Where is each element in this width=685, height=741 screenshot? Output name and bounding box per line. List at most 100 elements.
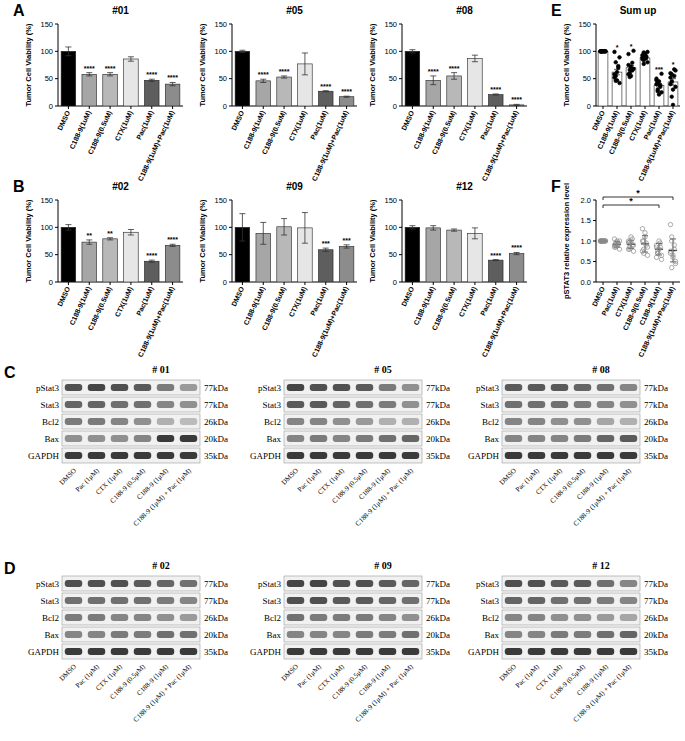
blot-band — [310, 648, 327, 655]
blot-band — [620, 648, 637, 655]
blot-band — [88, 648, 105, 655]
x-tick-label: CTX(1uM) — [288, 109, 309, 142]
error-bar — [65, 225, 71, 230]
blot-size-label: 35kDa — [204, 647, 228, 657]
blot-band — [180, 648, 197, 655]
data-point — [613, 76, 617, 80]
blot-row-label: Bax — [485, 630, 500, 640]
x-tick-label: DMSO — [400, 285, 415, 307]
western-blot: # 09pStat377kDaStat377kDaBcl226kDaBax20k… — [250, 560, 450, 724]
error-cap — [472, 55, 478, 56]
blot-row-label: Stat3 — [262, 596, 281, 606]
blot-band — [574, 401, 591, 408]
bar — [626, 68, 636, 106]
blot-row-label: GAPDH — [250, 451, 282, 461]
blot-band — [356, 614, 373, 621]
blot-row-label: pStat3 — [476, 383, 500, 393]
blot-band — [310, 418, 327, 425]
blot-row-label: pStat3 — [258, 383, 282, 393]
blot-band — [180, 631, 197, 638]
blot-row-label: Bax — [267, 630, 282, 640]
blot-band — [620, 631, 637, 638]
blot-band — [551, 435, 568, 442]
blot-band — [88, 580, 105, 587]
blot-band — [65, 580, 82, 587]
x-tick — [110, 106, 111, 109]
data-point — [628, 240, 632, 244]
y-tick-label: 150 — [40, 196, 53, 205]
x-axis — [596, 106, 680, 107]
error-bar — [128, 230, 134, 235]
blot-row-label: Bcl2 — [482, 613, 499, 623]
blot-strip — [502, 576, 640, 591]
y-tick — [229, 106, 232, 107]
error-stem — [263, 79, 264, 82]
western-blot: C# 01pStat377kDaStat377kDaBcl226kDaBax20… — [4, 364, 228, 528]
y-tick — [55, 106, 58, 107]
blot-band — [287, 631, 304, 638]
blot-band — [157, 435, 174, 442]
blot-band — [574, 418, 591, 425]
error-stem — [474, 55, 475, 62]
blot-band — [134, 418, 151, 425]
blot-strip — [62, 380, 200, 395]
error-bar — [493, 260, 499, 261]
blot-row-label: Bcl2 — [482, 417, 499, 427]
error-cap — [451, 228, 457, 229]
bar — [165, 84, 180, 106]
blot-lane-label: C188-9 (1μM) + Pac (1μM) — [354, 662, 416, 724]
data-point — [616, 66, 620, 70]
blot-row-label: GAPDH — [28, 451, 60, 461]
error-cap — [107, 75, 113, 76]
data-point — [600, 239, 604, 243]
x-tick-label: C188-9(0.5uM) — [431, 285, 458, 331]
error-bar — [323, 248, 329, 251]
blot-size-label: 77kDa — [426, 579, 450, 589]
bar — [124, 59, 139, 106]
data-point — [640, 227, 644, 231]
panel-label: A — [13, 2, 25, 19]
panel-label: C — [4, 364, 16, 381]
comparison-label: * — [629, 196, 633, 206]
blot-row-label: Stat3 — [262, 400, 281, 410]
blot-strip — [284, 448, 422, 463]
bar — [640, 58, 650, 106]
blot-strip — [284, 644, 422, 659]
blot-band — [620, 452, 637, 459]
data-point — [600, 50, 604, 54]
y-tick — [55, 200, 58, 201]
error-cap — [281, 75, 287, 76]
data-point — [670, 235, 674, 239]
chart-title: #01 — [112, 5, 129, 16]
blot-strip — [502, 431, 640, 446]
blot-band — [528, 614, 545, 621]
x-tick — [284, 106, 285, 109]
blot-size-label: 77kDa — [644, 596, 668, 606]
y-tick-label: 50 — [583, 74, 591, 83]
blot-band — [402, 452, 419, 459]
blot-row-label: pStat3 — [36, 579, 60, 589]
y-tick-label: 100 — [214, 223, 227, 232]
error-cap — [493, 95, 499, 96]
blot-band — [333, 418, 350, 425]
error-bar — [514, 252, 520, 254]
blot-band — [356, 435, 373, 442]
blot-size-label: 26kDa — [204, 417, 228, 427]
error-bar — [430, 226, 436, 230]
blot-row-label: Bax — [267, 434, 282, 444]
y-tick-label: 0 — [223, 102, 227, 111]
error-cap — [493, 259, 499, 260]
y-tick — [593, 106, 596, 107]
error-cap — [323, 248, 329, 249]
chart: A#01Tumor Cell Viability (%)050100150DMS… — [13, 2, 183, 182]
blot-size-label: 35kDa — [204, 451, 228, 461]
data-point — [612, 245, 616, 249]
y-axis-label: Tumor Cell Viability (%) — [368, 23, 377, 107]
x-tick — [242, 106, 243, 109]
blot-band — [65, 384, 82, 391]
x-axis — [58, 106, 183, 107]
chart: FpSTAT3 relative expression level0.00.51… — [551, 178, 680, 358]
blot-band — [356, 597, 373, 604]
error-cap — [281, 78, 287, 79]
chart-title: #02 — [112, 181, 129, 192]
